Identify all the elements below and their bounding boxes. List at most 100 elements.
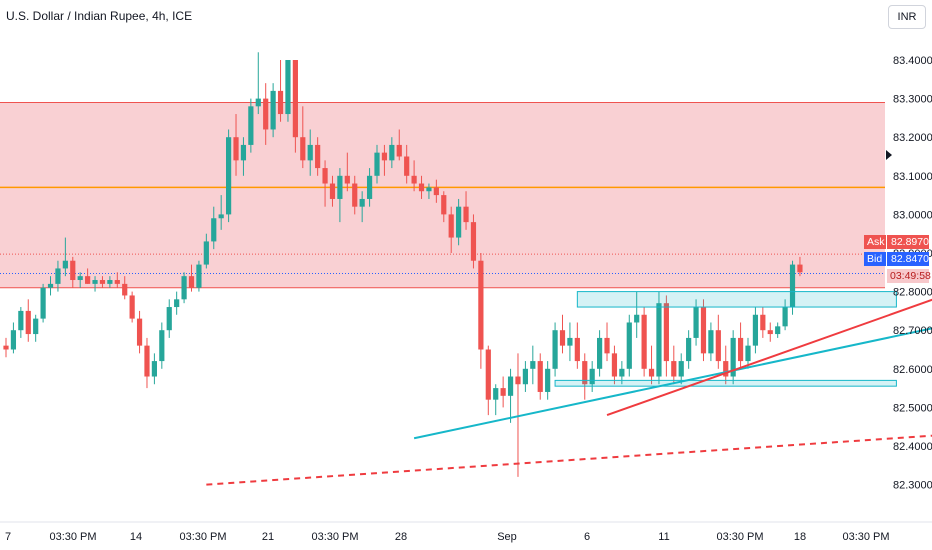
time-tick-label: 03:30 PM <box>842 531 889 543</box>
candle-body <box>181 276 187 300</box>
price-axis[interactable]: 83.400083.300083.200083.100083.000082.90… <box>886 55 932 492</box>
candle-body <box>55 268 61 284</box>
candle-body <box>708 330 714 354</box>
candle-body <box>693 307 699 338</box>
candle-body <box>62 260 68 269</box>
candle-body <box>344 175 350 184</box>
candle-body <box>10 330 17 350</box>
candle-body <box>530 361 536 369</box>
candle-body <box>574 337 580 362</box>
candle-body <box>337 175 343 199</box>
candle-body <box>478 260 484 350</box>
candle-body <box>663 303 669 362</box>
countdown-tag: 03:49:58 <box>887 269 931 283</box>
candle-body <box>730 337 736 377</box>
candle-body <box>767 330 773 335</box>
candle-body <box>359 198 365 207</box>
trendline-3 <box>206 434 932 486</box>
candle-body <box>203 241 209 265</box>
candle-body <box>537 361 543 392</box>
candle-body <box>463 206 469 223</box>
candle-body <box>686 337 692 362</box>
candle-body <box>493 388 499 400</box>
candle-body <box>678 361 684 377</box>
candle-body <box>3 345 9 350</box>
price-tick-label: 83.0000 <box>893 209 932 221</box>
candle-body <box>522 368 528 385</box>
candle-body <box>760 314 766 331</box>
support-box-2 <box>554 379 897 387</box>
candle-body <box>248 106 254 145</box>
candle-body <box>166 307 172 331</box>
candle-body <box>263 98 269 130</box>
bid-price-tag: 82.8470 <box>887 252 929 266</box>
price-tick-label: 82.5000 <box>893 402 932 414</box>
candle-body <box>285 60 291 115</box>
candle-body <box>240 144 247 161</box>
candle-body <box>456 206 462 238</box>
candle-body <box>626 322 632 369</box>
candle-body <box>322 168 328 184</box>
candle-body <box>92 280 98 284</box>
candle-body <box>470 222 477 261</box>
candle-body <box>552 330 558 369</box>
candle-body <box>151 361 157 377</box>
candle-body <box>418 183 425 192</box>
drawings-layer <box>206 291 932 486</box>
candle-body <box>411 175 417 184</box>
candle-body <box>648 368 655 377</box>
time-tick-label: 11 <box>658 531 669 543</box>
candle-body <box>389 144 395 161</box>
candle-body <box>671 361 677 377</box>
candle-body <box>700 307 707 354</box>
candle-body <box>25 310 31 335</box>
candle-body <box>174 299 180 308</box>
candle-body <box>218 214 224 219</box>
time-tick-label: 21 <box>262 531 274 543</box>
candle-body <box>559 330 566 346</box>
time-tick-label: 03:30 PM <box>716 531 763 543</box>
candle-body <box>619 368 625 377</box>
candle-body <box>374 152 380 176</box>
candle-body <box>366 175 373 199</box>
time-tick-label: Sep <box>497 531 517 543</box>
candle-body <box>641 314 647 369</box>
candle-body <box>99 280 106 284</box>
time-tick-label: 6 <box>584 531 590 543</box>
candle-body <box>315 144 321 169</box>
time-axis[interactable]: 7 03:30 PM 14 03:30 PM 21 03:30 PM 28 Sep 6 11 03:… <box>0 521 932 543</box>
candle-body <box>47 283 54 288</box>
candle-body <box>129 295 135 319</box>
time-tick-label: 28 <box>395 531 407 543</box>
candle-body <box>122 283 128 296</box>
candle-body <box>307 144 313 161</box>
candle-body <box>107 280 113 284</box>
candle-body <box>634 314 640 323</box>
candle-body <box>775 326 781 335</box>
time-tick-label: 03:30 PM <box>49 531 96 543</box>
price-tick-label: 83.4000 <box>893 55 932 67</box>
candle-body <box>485 349 491 400</box>
price-tick-label: 83.2000 <box>893 132 932 144</box>
candle-body <box>782 307 788 327</box>
candle-body <box>114 280 120 284</box>
candle-body <box>611 353 618 377</box>
price-tick-label: 82.6000 <box>893 364 932 376</box>
price-scale-arrow-icon <box>886 150 892 160</box>
candles-layer <box>3 52 803 477</box>
price-tick-label: 83.3000 <box>893 94 932 106</box>
bid-label-tag: Bid <box>864 252 886 266</box>
support-box-1 <box>576 291 897 308</box>
currency-button[interactable]: INR <box>888 5 926 29</box>
candle-body <box>396 144 402 157</box>
candle-body <box>159 330 165 362</box>
candle-body <box>789 264 796 308</box>
candle-body <box>18 310 24 331</box>
time-tick-label: 7 <box>5 531 11 543</box>
price-tick-label: 82.4000 <box>893 441 932 453</box>
ask-label-tag: Ask <box>864 235 886 249</box>
price-tick-label: 82.7000 <box>893 325 932 337</box>
candle-body <box>715 330 721 362</box>
candle-body <box>589 368 595 385</box>
